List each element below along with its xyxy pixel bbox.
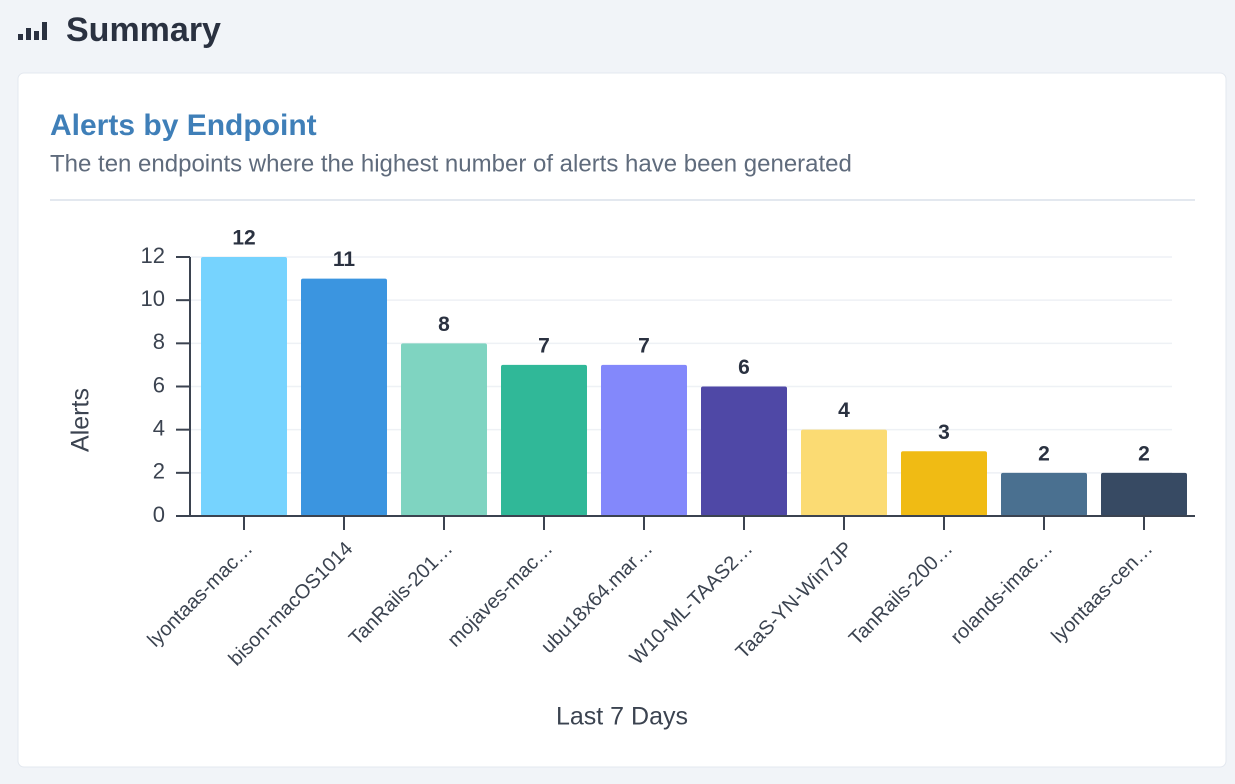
bar: [401, 343, 487, 516]
data-label: 6: [738, 356, 750, 379]
data-label: 2: [1038, 442, 1050, 465]
data-label: 7: [638, 334, 650, 357]
data-label: 11: [333, 248, 356, 271]
page-title: Summary: [66, 11, 221, 49]
bar: [1101, 472, 1187, 516]
bar: [901, 451, 987, 516]
x-axis-title: Last 7 Days: [556, 703, 688, 731]
y-tick-label: 6: [153, 372, 165, 397]
bar: [501, 364, 587, 516]
data-label: 2: [1138, 442, 1150, 465]
bar: [201, 257, 287, 516]
y-tick-label: 10: [141, 286, 165, 311]
y-tick-label: 2: [153, 459, 165, 484]
bar: [601, 364, 687, 516]
summary-icon: [18, 22, 47, 40]
chart-subtitle: The ten endpoints where the highest numb…: [50, 150, 852, 177]
y-tick-label: 4: [153, 415, 165, 440]
bar: [301, 278, 387, 516]
data-label: 8: [438, 313, 450, 336]
data-label: 12: [232, 227, 255, 250]
y-tick-label: 8: [153, 329, 165, 354]
bar: [801, 429, 887, 516]
data-label: 7: [538, 334, 550, 357]
y-tick-label: 12: [141, 243, 165, 268]
data-label: 4: [838, 399, 850, 422]
y-axis-title: Alerts: [67, 388, 95, 452]
bar: [1001, 472, 1087, 516]
data-label: 3: [938, 421, 950, 444]
y-tick-label: 0: [153, 502, 165, 527]
chart-title: Alerts by Endpoint: [50, 109, 317, 142]
bar: [701, 386, 787, 516]
